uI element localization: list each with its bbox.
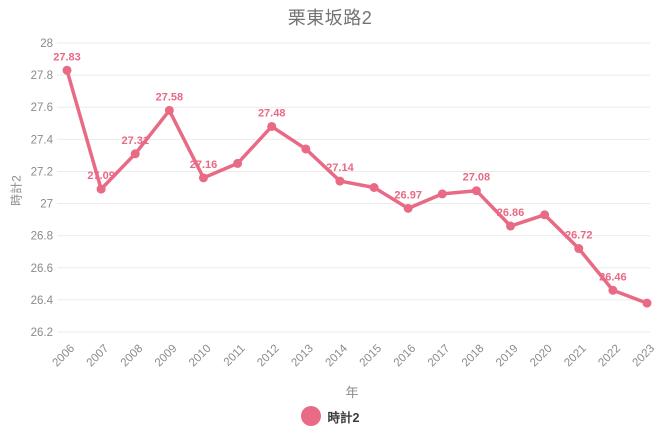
x-tick-label: 2017: [426, 343, 453, 370]
x-tick-label: 2020: [528, 343, 555, 370]
point-labels: 27.83 27.09 27.31 27.58 27.16 27.48 27.14 26.97…: [53, 51, 626, 283]
y-tick-label: 26.6: [31, 263, 53, 275]
x-tick-label: 2023: [631, 343, 658, 370]
data-point: [335, 176, 345, 186]
y-tick-label: 26.2: [31, 327, 53, 339]
x-tick-labels: 2006 2007 2008 2009 2010 2011 2012 2013 2014 2015…: [51, 342, 658, 369]
data-point: [403, 203, 413, 213]
chart-title: 栗東坂路2: [287, 8, 373, 28]
x-tick-label: 2008: [119, 343, 146, 370]
x-tick-label: 2010: [187, 343, 214, 370]
x-tick-label: 2011: [222, 343, 248, 369]
data-point: [608, 285, 618, 295]
point-label: 27.83: [53, 51, 81, 63]
x-tick-label: 2006: [51, 343, 78, 370]
data-point: [506, 221, 516, 231]
x-tick-label: 2012: [255, 343, 282, 370]
x-axis-title: 年: [345, 385, 359, 400]
data-point: [198, 173, 208, 183]
x-tick-label: 2014: [323, 342, 350, 369]
legend: 時計2: [0, 406, 660, 426]
y-tick-label: 27.2: [31, 166, 53, 178]
data-point: [164, 105, 174, 115]
x-tick-label: 2021: [562, 343, 589, 370]
y-tick-label: 27: [40, 199, 53, 211]
data-point: [540, 210, 550, 220]
point-label: 27.16: [190, 159, 218, 171]
point-label: 26.72: [565, 230, 593, 242]
x-tick-label: 2009: [153, 343, 180, 370]
y-tick-label: 27.8: [31, 70, 53, 82]
point-label: 26.86: [497, 207, 525, 219]
data-point: [267, 121, 277, 131]
point-label: 26.97: [394, 189, 422, 201]
point-label: 27.09: [87, 170, 115, 182]
data-point: [437, 189, 447, 199]
point-label: 27.31: [121, 135, 149, 147]
x-tick-label: 2019: [494, 343, 521, 370]
point-label: 27.48: [258, 107, 286, 119]
data-points: [62, 65, 652, 308]
data-point: [62, 65, 72, 75]
y-tick-label: 27.4: [31, 134, 54, 146]
data-point: [96, 184, 106, 194]
point-label: 27.08: [463, 172, 491, 184]
data-point: [301, 144, 311, 154]
data-point: [642, 298, 652, 308]
series-line: [65, 68, 649, 305]
y-tick-label: 26.4: [31, 295, 54, 307]
legend-label: 時計2: [327, 410, 360, 425]
point-label: 27.58: [156, 91, 184, 103]
x-tick-label: 2018: [460, 343, 487, 370]
x-tick-label: 2022: [596, 343, 623, 370]
point-label: 26.46: [599, 271, 627, 283]
data-point: [369, 183, 379, 192]
point-label: 27.14: [326, 162, 354, 174]
y-tick-labels: 28 27.8 27.6 27.4 27.2 27 26.8 26.6 26.4 26.2: [31, 38, 54, 339]
gridlines: [57, 42, 650, 333]
x-tick-label: 2007: [85, 343, 112, 370]
x-tick-label: 2015: [358, 343, 385, 370]
data-point: [471, 186, 481, 196]
legend-marker-circle-icon: [300, 406, 321, 426]
y-tick-label: 27.6: [31, 102, 53, 114]
data-point: [574, 244, 584, 254]
x-tick-label: 2016: [392, 343, 419, 370]
legend-item-tokei2[interactable]: 時計2: [300, 406, 360, 426]
y-tick-label: 28: [40, 38, 53, 50]
data-point: [130, 149, 140, 159]
x-tick-label: 2013: [289, 343, 316, 370]
data-point: [233, 158, 243, 168]
y-tick-label: 26.8: [31, 231, 53, 243]
